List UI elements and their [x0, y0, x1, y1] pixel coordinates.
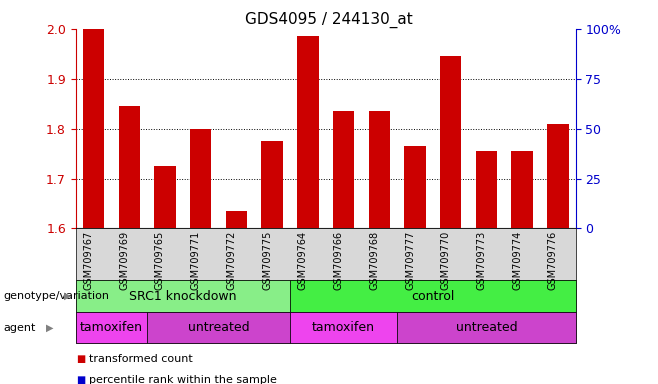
Text: ■: ■: [76, 375, 85, 384]
Text: GSM709777: GSM709777: [405, 230, 415, 290]
Bar: [297, 36, 318, 228]
Bar: [190, 129, 211, 228]
Bar: [83, 29, 104, 228]
Text: ■: ■: [76, 354, 85, 364]
Bar: [476, 151, 497, 228]
Text: GSM709769: GSM709769: [119, 230, 129, 290]
Text: GDS4095 / 244130_at: GDS4095 / 244130_at: [245, 12, 413, 28]
Text: untreated: untreated: [188, 321, 249, 334]
Text: ▶: ▶: [64, 291, 71, 301]
Bar: [226, 211, 247, 228]
Text: GSM709767: GSM709767: [84, 230, 93, 290]
Bar: [547, 124, 569, 228]
Text: ▶: ▶: [47, 323, 54, 333]
Bar: [440, 56, 461, 228]
Text: percentile rank within the sample: percentile rank within the sample: [89, 375, 277, 384]
Text: GSM709765: GSM709765: [155, 230, 165, 290]
Text: genotype/variation: genotype/variation: [3, 291, 109, 301]
Text: GSM709776: GSM709776: [548, 230, 558, 290]
Text: GSM709764: GSM709764: [298, 230, 308, 290]
Text: GSM709774: GSM709774: [512, 230, 522, 290]
Bar: [404, 146, 426, 228]
Text: agent: agent: [3, 323, 36, 333]
Text: tamoxifen: tamoxifen: [312, 321, 375, 334]
Text: control: control: [411, 290, 455, 303]
Bar: [368, 111, 390, 228]
Text: GSM709771: GSM709771: [191, 230, 201, 290]
Bar: [118, 106, 140, 228]
Text: GSM709772: GSM709772: [226, 230, 236, 290]
Text: SRC1 knockdown: SRC1 knockdown: [129, 290, 237, 303]
Bar: [333, 111, 354, 228]
Text: tamoxifen: tamoxifen: [80, 321, 143, 334]
Text: GSM709773: GSM709773: [476, 230, 486, 290]
Text: GSM709775: GSM709775: [262, 230, 272, 290]
Text: GSM709770: GSM709770: [441, 230, 451, 290]
Text: GSM709766: GSM709766: [334, 230, 343, 290]
Text: untreated: untreated: [455, 321, 517, 334]
Text: transformed count: transformed count: [89, 354, 193, 364]
Bar: [511, 151, 533, 228]
Bar: [261, 141, 283, 228]
Bar: [154, 166, 176, 228]
Text: GSM709768: GSM709768: [369, 230, 379, 290]
